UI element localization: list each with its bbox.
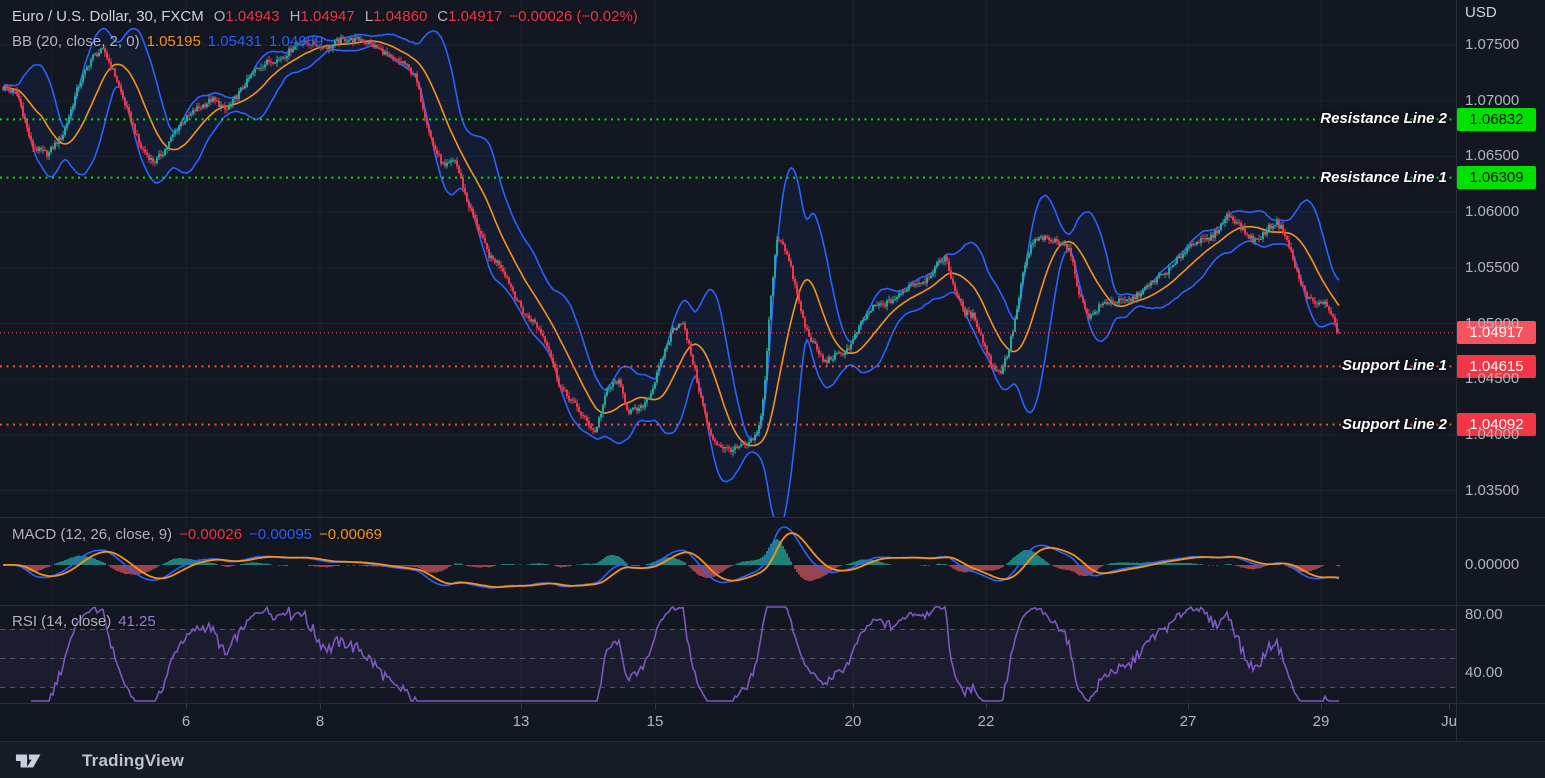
candles xyxy=(2,33,1340,457)
bb-lower-line xyxy=(2,44,1340,517)
time-tick-label: 8 xyxy=(315,713,325,730)
rsi-axis-lower-label: 40.00 xyxy=(1465,664,1503,681)
rsi-axis-upper-label: 80.00 xyxy=(1465,606,1503,623)
price-axis[interactable]: USD 1.06832 1.06309 1.04615 1.04092 1.04917 1… xyxy=(1456,0,1545,741)
level-label-support[interactable]: Support Line 2 xyxy=(1342,415,1447,433)
time-tick-mark xyxy=(986,704,987,709)
low-label: L xyxy=(364,8,374,25)
rsi-line xyxy=(31,605,1339,702)
current-price-badge: 1.04917 xyxy=(1457,321,1536,345)
time-tick-label: 27 xyxy=(1179,713,1197,730)
high-label: H xyxy=(289,8,301,25)
price-tick-label: 1.03500 xyxy=(1465,481,1520,499)
bb-basis-value: 1.05195 xyxy=(146,33,201,50)
bb-legend: BB (20, close, 2, 0) 1.05195 1.05431 1.0… xyxy=(12,33,323,50)
rsi-band-fill xyxy=(0,629,1456,688)
close-label: C xyxy=(437,8,449,25)
time-tick-mark xyxy=(1321,704,1322,709)
macd-signal-value: −0.00069 xyxy=(319,526,383,543)
macd-title[interactable]: MACD (12, 26, close, 9) xyxy=(12,526,173,543)
tradingview-wordmark[interactable]: TradingView xyxy=(82,750,185,770)
time-axis[interactable]: 6 8 13 15 20 22 27 29 Ju xyxy=(0,703,1545,742)
price-badge-support: 1.04615 xyxy=(1457,354,1536,378)
currency-label: USD xyxy=(1465,4,1497,21)
change-value: −0.00026 (−0.02%) xyxy=(509,8,638,25)
time-tick-mark xyxy=(655,704,656,709)
price-tick-label: 1.06500 xyxy=(1465,147,1520,165)
high-value: 1.04947 xyxy=(300,8,355,25)
price-tick-label: 1.07000 xyxy=(1465,91,1520,109)
symbol-title[interactable]: Euro / U.S. Dollar, 30, FXCM xyxy=(12,8,204,25)
close-value: 1.04917 xyxy=(448,8,503,25)
price-badge-support: 1.04092 xyxy=(1457,413,1536,437)
time-tick-label: 29 xyxy=(1312,713,1330,730)
bb-fill xyxy=(3,28,1339,517)
macd-line xyxy=(2,526,1340,589)
price-tick-label: 1.05500 xyxy=(1465,258,1520,276)
macd-hist-value: −0.00026 xyxy=(179,526,243,543)
pane-separator[interactable] xyxy=(0,605,1545,606)
price-tick-label: 1.04000 xyxy=(1465,425,1520,443)
time-tick-label: 6 xyxy=(181,713,191,730)
price-badge-resistance: 1.06309 xyxy=(1457,166,1536,190)
bottom-toolbar: TradingView xyxy=(0,741,1545,778)
rsi-legend: RSI (14, close) 41.25 xyxy=(12,613,156,630)
macd-line-value: −0.00095 xyxy=(249,526,313,543)
level-label-support[interactable]: Support Line 1 xyxy=(1342,357,1447,375)
macd-pane[interactable] xyxy=(0,517,1456,605)
macd-axis-zero-label: 0.00000 xyxy=(1465,556,1520,573)
symbol-legend: Euro / U.S. Dollar, 30, FXCM O1.04943 H1… xyxy=(12,8,638,25)
time-tick-label: 15 xyxy=(646,713,664,730)
time-tick-label: 22 xyxy=(977,713,995,730)
pane-separator[interactable] xyxy=(0,517,1545,518)
time-tick-mark xyxy=(1449,704,1450,709)
time-tick-mark xyxy=(1188,704,1189,709)
price-pane[interactable] xyxy=(0,0,1456,517)
macd-signal-line xyxy=(3,532,1340,588)
price-tick-label: 1.06000 xyxy=(1465,203,1520,221)
time-tick-label: 13 xyxy=(512,713,530,730)
macd-legend: MACD (12, 26, close, 9) −0.00026 −0.0009… xyxy=(12,526,382,543)
tradingview-logo-icon[interactable] xyxy=(15,750,41,772)
low-value: 1.04860 xyxy=(373,8,428,25)
bb-upper-value: 1.05431 xyxy=(207,33,263,50)
price-badge-resistance: 1.06832 xyxy=(1457,107,1536,131)
price-tick-label: 1.05000 xyxy=(1465,314,1520,332)
open-value: 1.04943 xyxy=(225,8,280,25)
time-tick-mark xyxy=(320,704,321,709)
rsi-title[interactable]: RSI (14, close) xyxy=(12,613,112,630)
time-tick-mark xyxy=(186,704,187,709)
level-label-resistance[interactable]: Resistance Line 2 xyxy=(1320,110,1447,128)
time-tick-mark xyxy=(521,704,522,709)
time-tick-mark xyxy=(853,704,854,709)
level-label-resistance[interactable]: Resistance Line 1 xyxy=(1320,168,1447,186)
bb-title[interactable]: BB (20, close, 2, 0) xyxy=(12,33,140,50)
rsi-pane[interactable] xyxy=(0,605,1456,703)
bb-lower-value: 1.04959 xyxy=(269,33,324,50)
time-tick-label: Ju xyxy=(1441,713,1457,730)
open-label: O xyxy=(213,8,226,25)
price-tick-label: 1.07500 xyxy=(1465,36,1520,53)
time-tick-label: 20 xyxy=(844,713,862,730)
price-tick-label: 1.04500 xyxy=(1465,370,1520,388)
rsi-value: 41.25 xyxy=(118,613,156,630)
